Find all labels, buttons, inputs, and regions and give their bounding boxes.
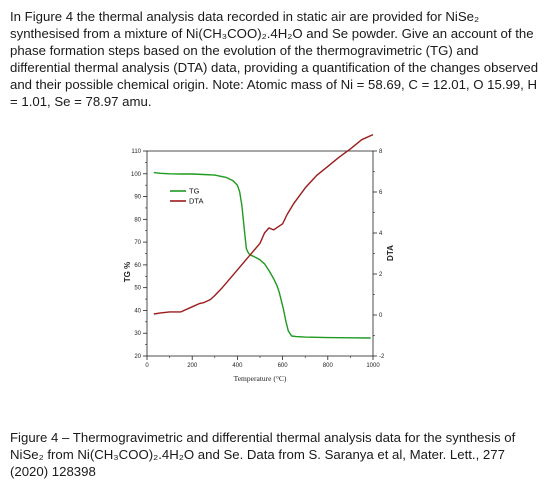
tg-tick-label: 100 xyxy=(131,172,142,178)
dta-axis-label: DTA xyxy=(386,245,395,261)
temperature-tick-label: 0 xyxy=(145,363,149,369)
dta-tick-label: -2 xyxy=(379,354,385,360)
temperature-tick-label: 1000 xyxy=(366,363,380,369)
legend-label-tg: TG xyxy=(189,187,200,196)
dta-tick-label: 8 xyxy=(379,149,383,155)
tg-tick-label: 30 xyxy=(134,331,141,337)
tg-axis-ticks: 20 30 40 50 60 70 80 90 100 110 xyxy=(131,149,147,360)
tg-tick-label: 40 xyxy=(134,308,141,314)
series-line-dta xyxy=(153,133,374,315)
tg-tick-label: 50 xyxy=(134,286,141,292)
question-text: In Figure 4 the thermal analysis data re… xyxy=(10,9,539,109)
series-layer xyxy=(153,133,374,339)
temperature-axis-ticks: 0 200 400 600 800 1000 xyxy=(145,356,380,369)
temperature-tick-label: 400 xyxy=(232,363,243,369)
temperature-tick-label: 600 xyxy=(278,363,289,369)
plot-border xyxy=(146,150,374,357)
dta-tick-label: 6 xyxy=(379,190,383,196)
figure-caption: Figure 4 – Thermogravimetric and differe… xyxy=(10,430,516,479)
dta-axis-ticks: -2 0 2 4 6 8 xyxy=(373,149,385,360)
dta-tick-label: 4 xyxy=(379,231,383,237)
tg-axis-label: TG % xyxy=(123,262,132,282)
dta-tick-label: 0 xyxy=(379,313,383,319)
tg-tick-label: 70 xyxy=(134,240,141,246)
tg-tick-label: 90 xyxy=(134,195,141,201)
series-line-tg xyxy=(153,171,371,339)
temperature-tick-label: 800 xyxy=(323,363,334,369)
temperature-tick-label: 200 xyxy=(187,363,198,369)
legend-label-dta: DTA xyxy=(189,197,203,206)
dta-tick-label: 2 xyxy=(379,272,383,278)
plot-area xyxy=(146,150,374,357)
tg-tick-label: 20 xyxy=(134,354,141,360)
tg-tick-label: 60 xyxy=(134,263,141,269)
temperature-axis-label: Temperature (°C) xyxy=(234,374,287,383)
tg-tick-label: 80 xyxy=(134,217,141,223)
tg-tick-label: 110 xyxy=(131,149,141,155)
